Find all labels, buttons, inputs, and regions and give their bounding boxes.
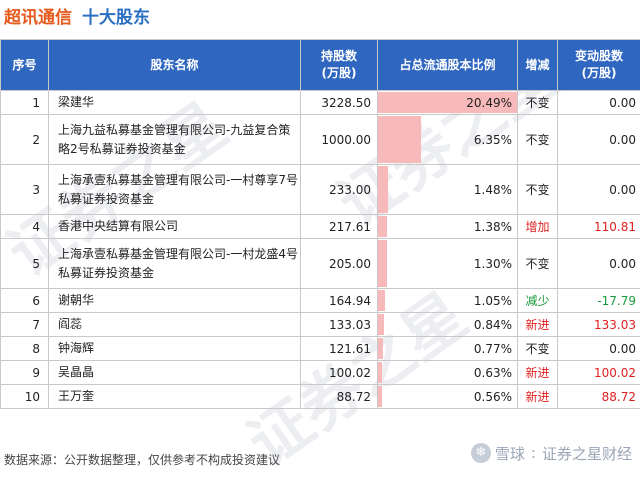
change-shares: 100.02 xyxy=(558,361,640,385)
ratio-value: 1.30% xyxy=(378,257,517,271)
col-header-name: 股东名称 xyxy=(49,40,301,91)
ratio-value: 6.35% xyxy=(378,133,517,147)
change-status: 新进 xyxy=(518,313,558,337)
shareholder-name: 上海承壹私募基金管理有限公司-一村尊享7号私募证券投资基金 xyxy=(49,165,301,215)
shares-held: 100.02 xyxy=(301,361,378,385)
row-number: 2 xyxy=(1,115,49,165)
ratio-value: 0.84% xyxy=(378,318,517,332)
change-shares: 133.03 xyxy=(558,313,640,337)
shares-held: 217.61 xyxy=(301,215,378,239)
brand-name: 证券之星财经 xyxy=(542,443,632,464)
change-shares: 0.00 xyxy=(558,91,640,115)
ratio-value: 20.49% xyxy=(378,96,517,110)
section-title: 十大股东 xyxy=(82,8,150,28)
shares-held: 121.61 xyxy=(301,337,378,361)
shares-held: 88.72 xyxy=(301,385,378,409)
shares-held: 205.00 xyxy=(301,239,378,289)
change-status: 不变 xyxy=(518,165,558,215)
col-header-change: 增减 xyxy=(518,40,558,91)
change-status: 减少 xyxy=(518,289,558,313)
row-number: 9 xyxy=(1,361,49,385)
change-status: 不变 xyxy=(518,91,558,115)
shareholder-name: 上海九益私募基金管理有限公司-九益复合策略2号私募证券投资基金 xyxy=(49,115,301,165)
ratio-value: 1.48% xyxy=(378,183,517,197)
page-title: 超讯通信十大股东 xyxy=(4,2,150,34)
col-header-shares: 持股数(万股) xyxy=(301,40,378,91)
change-status: 不变 xyxy=(518,337,558,361)
ratio-cell: 1.48% xyxy=(378,165,518,215)
row-number: 6 xyxy=(1,289,49,313)
ratio-cell: 6.35% xyxy=(378,115,518,165)
change-status: 新进 xyxy=(518,361,558,385)
row-number: 4 xyxy=(1,215,49,239)
xueqiu-label: 雪球 xyxy=(495,443,525,464)
change-shares: 88.72 xyxy=(558,385,640,409)
change-status: 新进 xyxy=(518,385,558,409)
shares-held: 164.94 xyxy=(301,289,378,313)
ratio-cell: 1.30% xyxy=(378,239,518,289)
ratio-cell: 1.38% xyxy=(378,215,518,239)
change-shares: 110.81 xyxy=(558,215,640,239)
snowball-icon: ❄ xyxy=(471,443,491,463)
shareholder-name: 香港中央结算有限公司 xyxy=(49,215,301,239)
shares-held: 233.00 xyxy=(301,165,378,215)
change-shares: 0.00 xyxy=(558,239,640,289)
shareholder-name: 阎蕊 xyxy=(49,313,301,337)
change-shares: -17.79 xyxy=(558,289,640,313)
shareholder-name: 谢朝华 xyxy=(49,289,301,313)
change-status: 不变 xyxy=(518,239,558,289)
ratio-cell: 20.49% xyxy=(378,91,518,115)
logo-divider: : xyxy=(531,444,536,462)
row-number: 10 xyxy=(1,385,49,409)
row-number: 7 xyxy=(1,313,49,337)
ratio-cell: 0.56% xyxy=(378,385,518,409)
table-header-row: 序号 股东名称 持股数(万股) 占总流通股本比例 增减 变动股数(万股) xyxy=(1,40,640,91)
row-number: 5 xyxy=(1,239,49,289)
ratio-cell: 0.63% xyxy=(378,361,518,385)
ratio-cell: 1.05% xyxy=(378,289,518,313)
shares-held: 1000.00 xyxy=(301,115,378,165)
shares-held: 3228.50 xyxy=(301,91,378,115)
change-shares: 0.00 xyxy=(558,165,640,215)
shareholder-name: 钟海辉 xyxy=(49,337,301,361)
ratio-value: 1.05% xyxy=(378,294,517,308)
shareholder-name: 王万奎 xyxy=(49,385,301,409)
col-header-ratio: 占总流通股本比例 xyxy=(378,40,518,91)
row-number: 1 xyxy=(1,91,49,115)
brand-logo: ❄ 雪球 : 证券之星财经 xyxy=(471,441,632,465)
change-status: 增加 xyxy=(518,215,558,239)
change-shares: 0.00 xyxy=(558,337,640,361)
row-number: 3 xyxy=(1,165,49,215)
shares-held: 133.03 xyxy=(301,313,378,337)
ratio-value: 0.56% xyxy=(378,390,517,404)
shareholder-name: 上海承壹私募基金管理有限公司-一村龙盛4号私募证券投资基金 xyxy=(49,239,301,289)
ratio-cell: 0.84% xyxy=(378,313,518,337)
row-number: 8 xyxy=(1,337,49,361)
change-status: 不变 xyxy=(518,115,558,165)
ratio-value: 0.77% xyxy=(378,342,517,356)
shareholder-name: 吴晶晶 xyxy=(49,361,301,385)
col-header-delta: 变动股数(万股) xyxy=(558,40,640,91)
ratio-value: 0.63% xyxy=(378,366,517,380)
ratio-value: 1.38% xyxy=(378,220,517,234)
shareholder-name: 梁建华 xyxy=(49,91,301,115)
data-source-note: 数据来源：公开数据整理，仅供参考不构成投资建议 xyxy=(4,451,280,468)
stock-name: 超讯通信 xyxy=(4,8,72,28)
change-shares: 0.00 xyxy=(558,115,640,165)
ratio-cell: 0.77% xyxy=(378,337,518,361)
col-header-no: 序号 xyxy=(1,40,49,91)
